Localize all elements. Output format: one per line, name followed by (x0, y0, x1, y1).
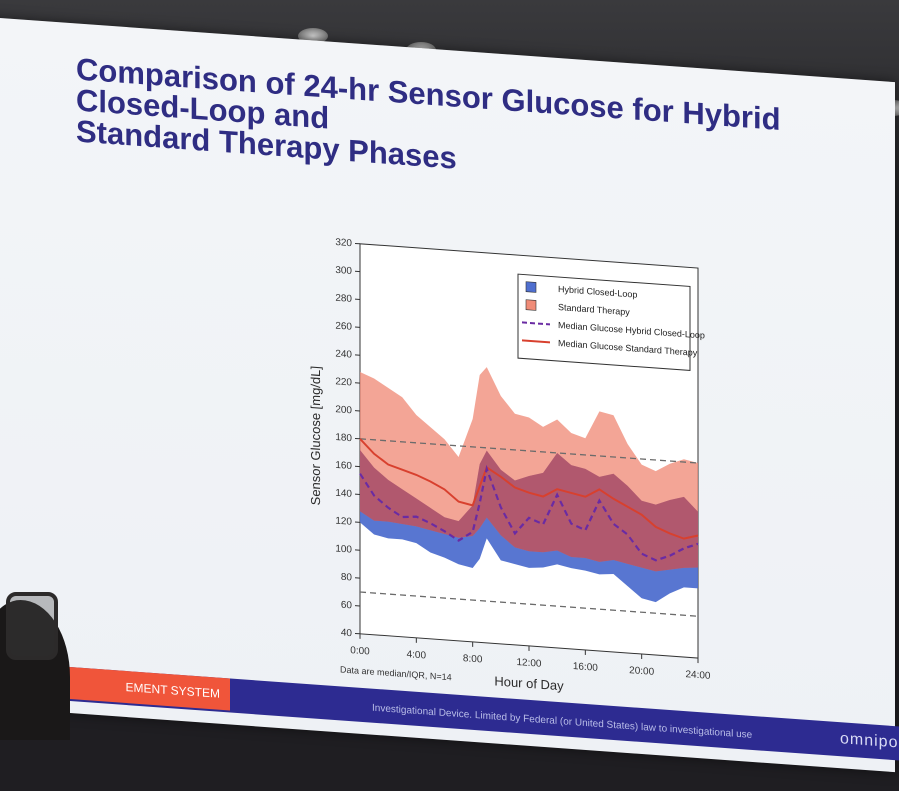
legend-swatch-hcl (526, 282, 536, 293)
x-tick-label: 20:00 (629, 665, 654, 678)
x-tick-label: 16:00 (573, 661, 598, 674)
x-tick-label: 12:00 (517, 657, 542, 670)
y-tick-label: 60 (341, 600, 353, 612)
y-tick-label: 200 (335, 404, 352, 416)
x-axis-label: Hour of Day (494, 673, 564, 693)
y-tick-label: 260 (335, 321, 352, 333)
data-note: Data are median/IQR, N=14 (340, 664, 452, 682)
y-tick-label: 160 (335, 460, 352, 472)
y-tick-label: 40 (341, 627, 353, 639)
x-tick-label: 8:00 (463, 653, 483, 665)
y-tick-label: 320 (335, 237, 352, 249)
y-tick-label: 120 (335, 516, 352, 528)
y-tick-label: 100 (335, 543, 352, 555)
y-tick-label: 280 (335, 293, 352, 305)
x-tick-label: 4:00 (407, 649, 427, 661)
y-tick-label: 180 (335, 432, 352, 444)
y-tick-label: 240 (335, 348, 352, 360)
y-tick-label: 300 (335, 265, 352, 277)
y-axis-label: Sensor Glucose [mg/dL] (308, 365, 323, 505)
legend-swatch-st (526, 300, 536, 311)
y-tick-label: 220 (335, 376, 352, 388)
y-tick-label: 80 (341, 572, 353, 584)
x-tick-label: 24:00 (686, 669, 711, 682)
x-tick-label: 0:00 (350, 645, 370, 657)
y-tick-label: 140 (335, 488, 352, 500)
eyeglasses (6, 592, 58, 660)
